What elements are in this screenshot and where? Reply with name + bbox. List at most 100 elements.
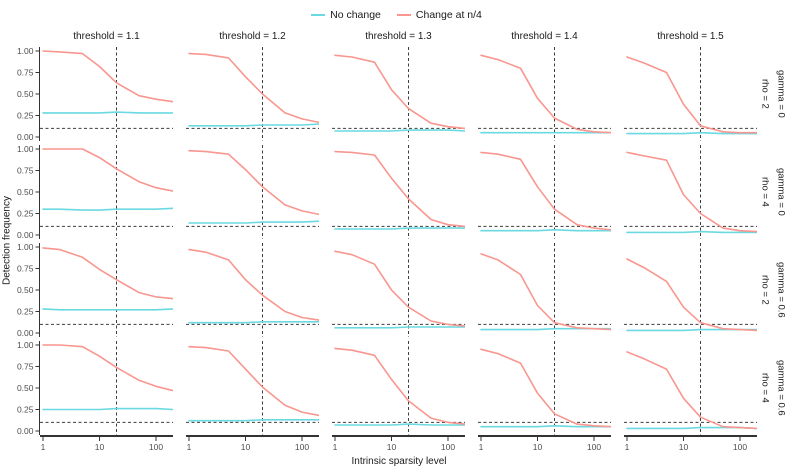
y-tick-label: 0.00 [17, 230, 34, 239]
facet-panel [40, 341, 174, 435]
facet-row-label-gamma: gamma = 0.6 [775, 262, 787, 318]
change-at-n4-line [188, 248, 320, 321]
x-tick-label: 1 [333, 442, 338, 452]
x-axis: 1 10 100 [478, 435, 611, 452]
y-tick-label: 0.50 [17, 285, 34, 295]
facet-panel [478, 243, 612, 337]
y-axis-cell: 0.00 0.25 0.50 0.75 1.00 [14, 242, 40, 338]
change-at-n4-line-key-icon [396, 14, 411, 16]
facet-panel [624, 145, 758, 239]
change-at-n4-line [626, 56, 758, 134]
change-at-n4-line [334, 347, 466, 425]
facet-row-label: rho = 4 gamma = 0 [757, 145, 790, 239]
no-change-line [334, 423, 466, 426]
y-axis-cell: 0.00 0.25 0.50 0.75 1.00 [14, 46, 40, 142]
x-axis: 1 10 100 [624, 435, 757, 452]
facet-row-label: rho = 2 gamma = 0.6 [757, 243, 790, 337]
facet-panel-plot [186, 341, 320, 435]
no-change-line [42, 111, 174, 114]
facet-panel [186, 243, 320, 337]
y-tick-label: 1.00 [17, 145, 34, 154]
x-axis-cell: 1 10 100 [478, 435, 611, 455]
facet-panel [624, 243, 758, 337]
x-tick-label: 10 [95, 442, 105, 452]
y-tick-label: 0.50 [17, 187, 34, 197]
legend: No change Change at n/4 [0, 0, 793, 27]
facet-panel-plot [624, 145, 758, 239]
change-at-n4-line [42, 50, 174, 103]
no-change-line [188, 419, 320, 422]
facet-panel [186, 47, 320, 141]
facet-row-label-gamma: gamma = 0 [775, 168, 787, 216]
facet-column-label: threshold = 1.5 [657, 31, 724, 42]
change-at-n4-line [188, 149, 320, 216]
facet-panel [186, 341, 320, 435]
y-axis-title: Detection frequency [1, 196, 13, 286]
x-axis: 1 10 100 [40, 435, 173, 452]
y-axis: 0.00 0.25 0.50 0.75 1.00 [17, 242, 40, 338]
facet-panel [332, 145, 466, 239]
no-change-line [626, 131, 758, 135]
facet-panel-plot [478, 47, 612, 141]
change-at-n4-line [188, 52, 320, 124]
facet-panel-plot [624, 243, 758, 337]
x-tick-label: 1 [41, 442, 46, 452]
change-at-n4-line [334, 250, 466, 327]
facet-panel-plot [332, 243, 466, 337]
change-at-n4-line [42, 344, 174, 392]
x-axis-title-row: Intrinsic sparsity level [0, 456, 791, 467]
facet-grid: Detection frequency threshold = 1.1 thres… [0, 27, 793, 455]
y-tick-label: 0.25 [17, 405, 34, 415]
change-at-n4-line [42, 148, 174, 192]
y-axis: 0.00 0.25 0.50 0.75 1.00 [17, 144, 40, 240]
no-change-line [334, 326, 466, 329]
y-tick-label: 0.25 [17, 111, 34, 121]
y-tick-label: 0.75 [17, 166, 34, 176]
facet-row-label-gamma: gamma = 0.6 [775, 360, 787, 416]
facet-panel [40, 47, 174, 141]
change-at-n4-line [480, 151, 612, 231]
facet-panel-plot [332, 145, 466, 239]
x-tick-label: 10 [241, 442, 251, 452]
change-at-n4-line [626, 151, 758, 233]
legend-label-change-at-n4: Change at n/4 [415, 9, 482, 21]
x-tick-label: 10 [533, 442, 543, 452]
facet-panel-plot [478, 243, 612, 337]
x-tick-label: 100 [587, 442, 601, 452]
facet-panel-plot [186, 145, 320, 239]
y-tick-label: 0.00 [17, 426, 34, 435]
x-tick-label: 100 [149, 442, 163, 452]
no-change-line-key-icon [311, 14, 326, 16]
facet-panel [332, 47, 466, 141]
facet-panel-plot [40, 145, 174, 239]
change-at-n4-line [480, 253, 612, 331]
facet-row-label: rho = 4 gamma = 0.6 [757, 341, 790, 435]
no-change-line [334, 227, 466, 230]
y-tick-label: 0.75 [17, 68, 34, 78]
facet-row-label-rho: rho = 4 [759, 177, 771, 207]
no-change-line [480, 229, 612, 232]
facet-panel-plot [478, 145, 612, 239]
x-tick-label: 100 [733, 442, 747, 452]
x-tick-label: 10 [387, 442, 397, 452]
change-at-n4-line [626, 351, 758, 430]
facet-panel-plot [332, 341, 466, 435]
facet-panel [40, 243, 174, 337]
x-tick-label: 10 [679, 442, 689, 452]
facet-row-label-rho: rho = 2 [759, 79, 771, 109]
no-change-line [188, 321, 320, 324]
y-tick-label: 0.00 [17, 328, 34, 337]
y-tick-label: 0.00 [17, 132, 34, 141]
facet-column-label: threshold = 1.2 [219, 31, 286, 42]
change-at-n4-line [334, 54, 466, 130]
facet-panel [40, 145, 174, 239]
facet-panel [624, 341, 758, 435]
y-tick-label: 0.75 [17, 362, 34, 372]
y-tick-label: 0.50 [17, 383, 34, 393]
x-axis-cell: 1 10 100 [624, 435, 757, 455]
y-tick-label: 1.00 [17, 47, 34, 56]
facet-panel [478, 145, 612, 239]
no-change-line [42, 308, 174, 311]
y-tick-label: 0.50 [17, 89, 34, 99]
